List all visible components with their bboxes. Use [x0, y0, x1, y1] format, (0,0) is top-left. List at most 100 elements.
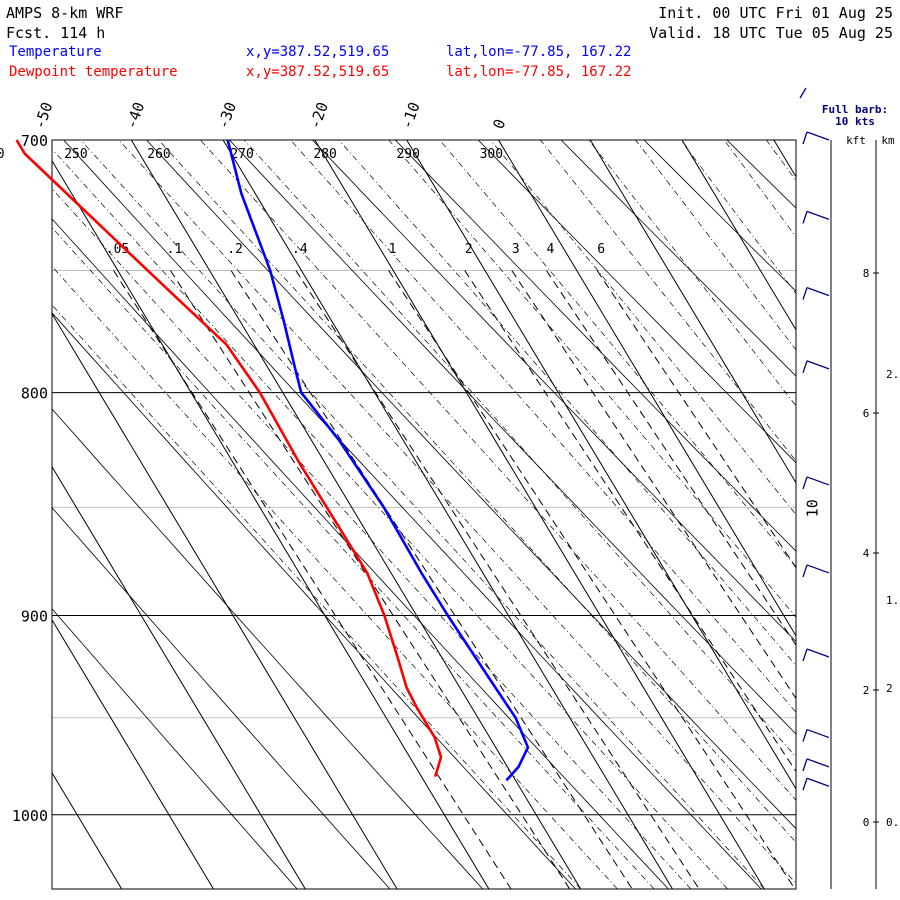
dry-adiabat-line — [146, 140, 796, 830]
moist-adiabat-line — [52, 304, 581, 889]
temperature-xy: x,y=387.52,519.65 — [246, 44, 389, 60]
mixing-ratio-line — [511, 270, 796, 700]
wind-barb-shaft — [806, 648, 830, 658]
moist-adiabat-line — [588, 140, 796, 407]
dewpoint-latlon: lat,lon=-77.85, 167.22 — [446, 64, 631, 80]
wind-barb-shaft — [806, 758, 830, 768]
dry-adiabat-line — [52, 312, 576, 889]
dry-adiabat-line — [477, 140, 796, 464]
temperature-latlon: lat,lon=-77.85, 167.22 — [446, 44, 631, 60]
moist-adiabat-line — [635, 140, 796, 351]
mixing-ratio-line — [464, 270, 796, 773]
isotherm-line — [52, 465, 306, 889]
isotherm-line — [406, 140, 796, 790]
km-axis-unit: km — [881, 134, 895, 147]
isotherm-line — [314, 140, 765, 889]
mixing-ratio-label: .1 — [167, 242, 183, 257]
dry-adiabat-line — [63, 140, 762, 889]
moist-adiabat-line — [680, 140, 796, 295]
moist-adiabat-line — [490, 140, 796, 516]
dewpoint-legend: Dewpoint temperature — [9, 64, 178, 80]
mixing-ratio-line — [546, 270, 796, 646]
temperature-line — [226, 139, 530, 782]
moist-adiabat-line — [540, 140, 796, 462]
theta-label: 280 — [313, 147, 336, 162]
isotherm-line — [52, 159, 490, 889]
isotherm-label: -40 — [122, 100, 148, 132]
pressure-tick-label: 900 — [21, 607, 48, 625]
km-tick-label: 2 — [886, 682, 893, 695]
dewpoint-xy: x,y=387.52,519.65 — [246, 64, 389, 80]
isotherm-line — [52, 312, 398, 889]
km-tick-label: 1. — [886, 594, 899, 607]
mixing-ratio-label: 1 — [389, 242, 397, 257]
wind-barb-flag — [802, 729, 808, 742]
pressure-tick-label: 1000 — [12, 807, 48, 825]
wind-barb-shaft — [806, 777, 830, 787]
moist-adiabat-line — [766, 140, 796, 182]
mixing-ratio-label: 3 — [512, 242, 520, 257]
theta-label: 290 — [396, 147, 419, 162]
wind-barb-flag — [802, 360, 808, 374]
moist-adiabat-line — [200, 140, 796, 801]
wind-barb-flag — [802, 564, 808, 578]
isotherm-line — [52, 618, 214, 889]
forecast-hour: Fcst. 114 h — [6, 24, 105, 42]
mixing-ratio-line — [388, 270, 796, 889]
dry-adiabat-line — [560, 140, 796, 377]
dry-adiabat-line — [395, 140, 796, 552]
temperature-legend: Temperature — [9, 44, 102, 60]
mixing-ratio-label: 6 — [597, 242, 605, 257]
wind-barb-flag — [802, 287, 808, 300]
isotherm-label: 0 — [489, 117, 509, 132]
isotherm-label: -20 — [306, 100, 332, 132]
mixing-ratio-label: 4 — [547, 242, 555, 257]
isotherm-label: 10 — [804, 499, 822, 517]
dry-adiabat-line — [52, 507, 391, 889]
km-tick-label: 0. — [886, 816, 899, 829]
isotherm-line — [222, 140, 673, 889]
dewpoint-line — [15, 139, 443, 777]
dry-adiabat-line — [52, 218, 669, 889]
barb-note-title: Full barb: — [822, 103, 888, 116]
dry-adiabat-line — [52, 608, 298, 889]
isotherm-line — [866, 140, 900, 889]
mixing-ratio-label: 2 — [465, 242, 473, 257]
barb-sample — [799, 87, 807, 99]
mixing-ratio-line — [295, 270, 700, 889]
model-title: AMPS 8-km WRF — [6, 4, 123, 22]
wind-barb-flag — [802, 648, 808, 662]
kft-axis-unit: kft — [846, 134, 866, 147]
wind-barb-flag — [802, 476, 808, 490]
wind-barb-shaft — [806, 131, 830, 141]
wind-barb-shaft — [806, 210, 830, 221]
mixing-ratio-line — [596, 270, 796, 569]
wind-barb-shaft — [806, 564, 830, 574]
valid-time: Valid. 18 UTC Tue 05 Aug 25 — [649, 24, 893, 42]
moist-adiabat-line — [290, 140, 796, 713]
moist-adiabat-line — [52, 265, 618, 889]
pressure-tick-label: 800 — [21, 385, 48, 403]
isotherm-label: -50 — [30, 100, 56, 132]
kft-tick-label: 4 — [863, 547, 870, 560]
wind-barb-shaft — [806, 286, 830, 297]
theta-label: 270 — [230, 147, 253, 162]
mixing-ratio-label: .4 — [292, 242, 308, 257]
plot-frame — [51, 139, 797, 890]
theta-label: 260 — [147, 147, 170, 162]
theta-label: 300 — [480, 147, 503, 162]
moist-adiabat-line — [338, 140, 796, 667]
moist-adiabat-line — [243, 140, 796, 758]
theta-label: 250 — [64, 147, 87, 162]
wind-barb-flag — [802, 131, 808, 145]
mixing-ratio-line — [230, 270, 633, 889]
isotherm-label: -30 — [214, 100, 240, 132]
moist-adiabat-line — [158, 140, 796, 843]
theta-label: 240 — [0, 147, 5, 162]
isotherm-label: -10 — [398, 100, 424, 132]
wind-barb-flag — [802, 777, 808, 791]
isotherm-line — [0, 140, 30, 889]
mixing-ratio-label: .2 — [227, 242, 243, 257]
kft-tick-label: 0 — [863, 816, 870, 829]
